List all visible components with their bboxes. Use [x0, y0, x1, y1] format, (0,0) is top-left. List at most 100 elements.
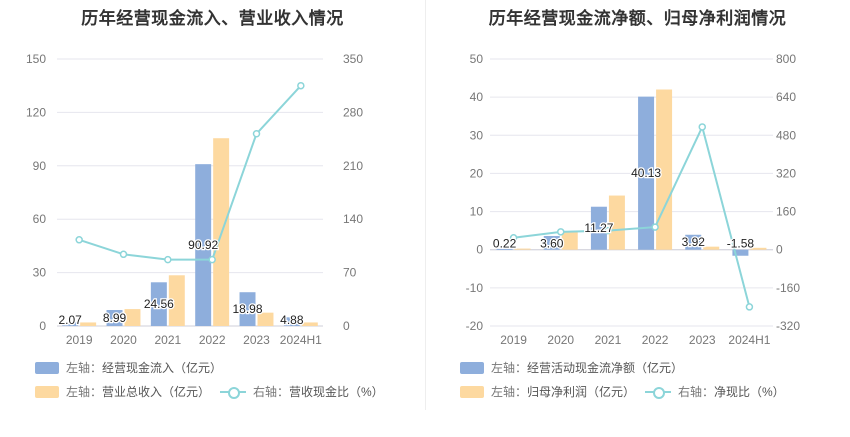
legend-label: 营业总收入（亿元） [102, 385, 211, 399]
data-label: 3.60 [540, 237, 564, 251]
x-tick-label: 2019 [66, 333, 93, 347]
y-tick-label-left: 60 [33, 212, 47, 226]
bar-primary [732, 249, 749, 256]
bar-primary [239, 292, 256, 326]
bar-primary [543, 235, 560, 250]
bars [496, 89, 767, 256]
y-tick-label-left: -20 [466, 319, 484, 333]
line-point [509, 234, 518, 242]
legend-axis-prefix: 左轴： [66, 385, 103, 399]
x-tick-label: 2022 [199, 333, 226, 347]
y-tick-label-left: 50 [470, 52, 484, 66]
legend-item[interactable]: 左轴： 经营活动现金流净额（亿元） [460, 359, 683, 376]
data-label: 11.27 [584, 221, 613, 235]
line-series [78, 85, 302, 261]
legend-label: 营收现金比（%） [289, 385, 384, 399]
y-tick-label-right: -160 [776, 281, 800, 295]
y-tick-label-left: 150 [26, 52, 46, 66]
data-label: 4.88 [280, 313, 304, 327]
bar-secondary [80, 322, 97, 326]
bar-secondary [561, 231, 578, 250]
bar-primary [106, 309, 123, 326]
x-tick-label: 2019 [500, 333, 527, 347]
x-tick-label: 2022 [642, 333, 669, 347]
legend-item[interactable]: 左轴： 归母净利润（亿元） [460, 383, 635, 400]
data-label: 0.22 [493, 237, 517, 251]
x-tick-label: 2023 [243, 333, 270, 347]
bar-secondary [656, 89, 673, 250]
y-tick-label-left: 0 [476, 243, 483, 257]
legend-bar-swatch-icon [460, 361, 484, 374]
panel-divider [425, 0, 426, 410]
data-label: 3.92 [682, 235, 706, 249]
legend-line-swatch-icon [220, 386, 246, 399]
line-point [164, 255, 172, 264]
x-tick-label: 2021 [154, 333, 181, 347]
gridlines [57, 58, 323, 327]
line-point [604, 226, 612, 235]
legend-item[interactable]: 左轴： 经营现金流入（亿元） [35, 359, 222, 376]
legend-bar-swatch-icon [35, 361, 59, 374]
x-tick-label: 2020 [110, 333, 137, 347]
bar-primary [685, 234, 702, 250]
y-tick-label-right: 160 [776, 205, 796, 219]
gridlines [490, 58, 773, 327]
line-point [698, 123, 706, 131]
y-tick-label-left: 120 [26, 105, 46, 119]
bar-primary [195, 164, 212, 326]
y-tick-label-right: -320 [776, 319, 800, 333]
bar-secondary [703, 246, 720, 250]
y-tick-label-right: 640 [776, 90, 796, 104]
chart-panel-right: 历年经营现金流净额、归母净利润情况 -20 -320 -10 -160 0 0 10 160 2… [425, 0, 850, 437]
x-tick-label: 2021 [595, 333, 622, 347]
data-label: 8.99 [103, 311, 127, 325]
legend-item[interactable]: 左轴： 营业总收入（亿元） [35, 383, 210, 400]
legend-label: 经营现金流入（亿元） [102, 361, 223, 375]
y-tick-label-right: 480 [776, 128, 796, 142]
bar-secondary [124, 309, 141, 326]
data-label: 90.92 [188, 238, 218, 252]
y-tick-label-left: 30 [470, 128, 484, 142]
line-point [557, 228, 565, 236]
y-tick-label-right: 210 [343, 159, 363, 173]
chart-title: 历年经营现金流净额、归母净利润情况 [488, 9, 787, 28]
bar-secondary [257, 312, 274, 326]
y-tick-label-right: 350 [343, 52, 363, 66]
data-label: -1.58 [727, 237, 755, 251]
legend-axis-prefix: 左轴： [66, 361, 103, 375]
legend-label: 归母净利润（亿元） [527, 385, 636, 399]
y-tick-label-right: 140 [343, 212, 363, 226]
line-point [252, 130, 261, 138]
bar-primary [496, 248, 513, 250]
line-point [651, 223, 659, 231]
legend-item[interactable]: 右轴： 营收现金比（%） [220, 383, 384, 400]
y-tick-label-right: 70 [343, 266, 357, 280]
data-label: 40.13 [631, 166, 661, 180]
y-tick-label-left: 40 [470, 90, 484, 104]
chart-title: 历年经营现金流入、营业收入情况 [81, 9, 344, 28]
legend-item[interactable]: 右轴： 净现比（%） [645, 383, 785, 400]
legend-axis-prefix: 左轴： [491, 361, 528, 375]
legend-axis-prefix: 右轴： [678, 385, 715, 399]
bar-secondary [750, 247, 767, 250]
data-label: 2.07 [59, 313, 83, 327]
y-tick-label-left: 30 [33, 266, 47, 280]
bar-secondary [608, 195, 625, 250]
y-tick-label-left: 20 [470, 166, 484, 180]
legend-label: 经营活动现金流净额（亿元） [527, 361, 684, 375]
line-series [513, 124, 751, 308]
bar-secondary [301, 322, 318, 326]
bar-primary [150, 282, 167, 326]
legend-label: 净现比（%） [714, 385, 785, 399]
bar-primary [638, 96, 655, 250]
bars [62, 138, 318, 326]
y-tick-label-right: 320 [776, 166, 796, 180]
x-tick-label: 2024H1 [280, 333, 322, 347]
chart-panel-left: 历年经营现金流入、营业收入情况 0 0 30 70 60 140 90 210 120 280 15… [26, 9, 384, 400]
legend-axis-prefix: 左轴： [491, 385, 528, 399]
line-point [119, 250, 128, 259]
legend-bar-swatch-icon [35, 385, 59, 398]
bar-primary [62, 322, 79, 326]
chart-plot-area: 0 0 30 70 60 140 90 210 120 280 150 350 2019 2020 2021… [26, 52, 363, 347]
line-point [745, 303, 754, 311]
